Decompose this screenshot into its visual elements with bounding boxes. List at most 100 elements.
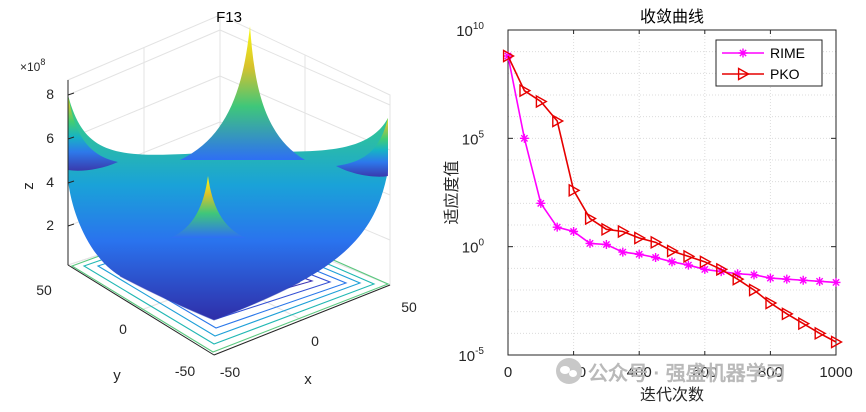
data-point [683, 249, 696, 264]
data-point [634, 231, 647, 245]
x-axis-label: 迭代次数 [640, 386, 704, 404]
x-axis-label: x [304, 371, 312, 388]
axis-lines [67, 80, 391, 356]
watermark: 公众号 · 强盛机器学习 [556, 356, 786, 386]
y-tick-base: 10 [462, 240, 479, 257]
data-point [765, 273, 775, 283]
convergence-chart: 0200400600800100010-51001051010收敛曲线迭代次数适… [442, 8, 853, 404]
data-point [617, 224, 630, 239]
y-tick-label: -50 [175, 363, 195, 379]
data-point [651, 253, 661, 262]
y-tick-exp: -5 [475, 346, 484, 357]
surface-body [68, 95, 388, 320]
data-point [798, 275, 808, 285]
surface-edge [119, 275, 301, 321]
y-tick-label: 105 [462, 129, 485, 148]
data-point [781, 307, 794, 321]
y-axis-label: y [113, 367, 121, 384]
data-point [831, 277, 841, 287]
y-tick-label: 0 [119, 321, 127, 337]
y-tick-base: 10 [456, 23, 473, 40]
data-point [552, 114, 565, 128]
z-tick [67, 92, 75, 96]
z-tick-label: 6 [46, 130, 54, 146]
data-point [814, 326, 827, 341]
data-point [666, 244, 679, 258]
surface-title: F13 [216, 9, 242, 26]
data-point [502, 49, 515, 63]
data-point [737, 67, 750, 81]
series-line [507, 55, 837, 343]
z-exponent-power: 8 [40, 57, 45, 67]
surface [68, 26, 388, 321]
data-point [699, 255, 712, 269]
data-point [601, 240, 611, 249]
z-exponent-base: ×10 [20, 60, 41, 74]
wechat-icon [556, 358, 582, 384]
surface-spike-front [170, 176, 246, 238]
x-tick-label: -50 [220, 364, 240, 380]
x-axis-line [213, 284, 391, 356]
y-tick-label: 50 [36, 282, 52, 298]
data-point [798, 316, 811, 331]
data-point [830, 335, 843, 349]
x-tick-label: 600 [692, 364, 717, 381]
z-tick-label: 2 [46, 217, 54, 233]
z-tick-label: 8 [46, 86, 54, 102]
y-tick-base: 10 [462, 131, 479, 148]
series-rime [503, 51, 841, 287]
data-point [667, 257, 677, 267]
legend-label: RIME [770, 45, 805, 61]
data-point [738, 48, 748, 58]
y-tick-exp: 10 [473, 21, 485, 32]
y-tick-exp: 5 [478, 129, 484, 140]
grid-line [67, 75, 221, 140]
z-tick [67, 223, 75, 227]
data-point [601, 222, 614, 237]
y-axis-label: 适应度值 [442, 160, 461, 224]
data-point [683, 260, 693, 270]
legend: RIME PKO [715, 39, 823, 87]
x-tick-label: 0 [311, 333, 319, 349]
data-point [765, 296, 778, 310]
x-tick-label: 1000 [819, 364, 852, 381]
data-point [733, 269, 743, 279]
data-point [749, 270, 759, 280]
data-point [584, 211, 597, 226]
data-point [716, 267, 726, 277]
chart-title: 收敛曲线 [640, 8, 704, 26]
data-point [585, 238, 595, 248]
data-point [650, 235, 663, 250]
x-tick-label: 400 [627, 364, 652, 381]
data-point [782, 274, 792, 284]
data-point [568, 183, 581, 198]
surface-corner-left [68, 95, 118, 171]
y-tick-exp: 0 [478, 238, 484, 249]
data-point [519, 133, 529, 143]
data-point [535, 94, 548, 109]
data-point [536, 198, 546, 208]
y-axis-line [67, 264, 215, 356]
data-point [716, 262, 729, 277]
y-tick-label: 10-5 [458, 346, 484, 365]
series-pko [502, 49, 843, 349]
data-point [700, 264, 710, 274]
z-tick-label: 4 [46, 174, 54, 190]
y-tick-label: 100 [462, 238, 485, 257]
z-axis-label: z [20, 182, 37, 190]
data-point [815, 276, 825, 286]
data-point [552, 222, 562, 232]
plot-frame [507, 29, 837, 356]
data-point [618, 247, 628, 257]
z-ticks [67, 92, 75, 227]
grid-line [67, 29, 221, 96]
x-tick-label: 50 [401, 299, 417, 315]
y-tick-base: 10 [458, 348, 475, 365]
data-point [519, 83, 532, 98]
data-point [634, 249, 644, 259]
data-point [748, 283, 761, 297]
watermark-text: 公众号 · 强盛机器学习 [588, 362, 786, 385]
legend-box [715, 39, 823, 87]
